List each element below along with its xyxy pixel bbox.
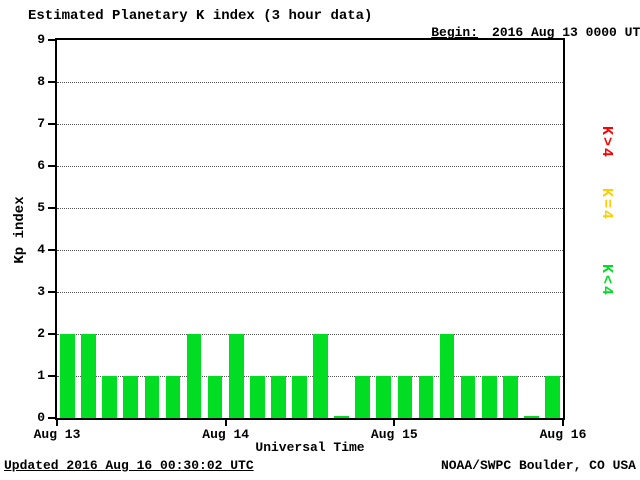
kp-bar [439, 334, 455, 418]
gridline [57, 124, 563, 125]
x-tick [562, 420, 564, 426]
legend-item-k-lt-4: K<4 [598, 264, 615, 298]
gridline [57, 166, 563, 167]
y-axis-title: Kp index [12, 196, 28, 264]
kp-bar [502, 376, 518, 418]
gridline [57, 292, 563, 293]
begin-label: Begin: [431, 25, 479, 40]
kp-bar [123, 376, 139, 418]
x-tick [393, 420, 396, 426]
kp-bar [355, 376, 371, 418]
kp-bar [228, 334, 244, 418]
y-tick [48, 123, 55, 125]
kp-bar [271, 376, 286, 418]
kp-bar [60, 334, 75, 418]
y-tick-label: 4 [37, 242, 45, 257]
y-tick [48, 333, 55, 335]
gridline [57, 334, 563, 335]
y-tick-label: 0 [37, 410, 45, 425]
y-tick-label: 8 [37, 74, 45, 89]
kp-bar [460, 376, 476, 418]
y-tick-label: 9 [37, 32, 45, 47]
kp-bar [186, 334, 202, 418]
gridline [57, 208, 563, 209]
x-axis-title: Universal Time [255, 440, 365, 455]
gridline [57, 376, 563, 377]
kp-bar [165, 376, 181, 418]
y-tick-label: 3 [37, 284, 45, 299]
kp-bar [144, 376, 160, 418]
kp-bar [334, 416, 349, 418]
y-tick [48, 39, 55, 41]
y-tick-label: 2 [37, 326, 45, 341]
x-tick-label: Aug 15 [370, 427, 418, 442]
begin-annotation: Begin: 2016 Aug 13 0000 UTC [400, 10, 640, 55]
y-tick [48, 249, 55, 251]
y-tick-label: 5 [37, 200, 45, 215]
kp-bar [292, 376, 307, 418]
kp-bar [313, 334, 328, 418]
x-tick-label: Aug 14 [202, 427, 250, 442]
kp-bar [102, 376, 118, 418]
legend-item-k-eq-4: K=4 [598, 188, 615, 222]
gridline [57, 250, 563, 251]
kp-bar [524, 416, 539, 418]
kp-bar [481, 376, 497, 418]
y-tick [48, 291, 55, 293]
kp-bar [81, 334, 96, 418]
kp-bar [376, 376, 392, 418]
y-tick-label: 6 [37, 158, 45, 173]
y-tick [48, 165, 55, 167]
y-tick [48, 207, 55, 209]
kp-bar [207, 376, 223, 418]
y-tick [48, 417, 55, 419]
y-tick-label: 1 [37, 368, 45, 383]
plot-area: 0 1 2 3 4 5 6 7 8 9 Aug 13 Aug 14 Aug 15 Aug 16 [34, 32, 587, 442]
x-tick [56, 420, 58, 426]
y-tick [48, 81, 55, 83]
kp-bar [418, 376, 434, 418]
kp-bar [397, 376, 413, 418]
attribution: NOAA/SWPC Boulder, CO USA [440, 458, 636, 473]
kp-bar [545, 376, 560, 418]
x-tick-label: Aug 16 [539, 427, 587, 442]
y-tick [48, 375, 55, 377]
x-tick [224, 420, 227, 426]
x-tick-label: Aug 13 [33, 427, 81, 442]
gridline [57, 82, 563, 83]
begin-value: 2016 Aug 13 0000 UTC [492, 25, 640, 40]
legend-item-k-gt-4: K>4 [598, 126, 615, 160]
y-tick-label: 7 [37, 116, 45, 131]
chart-title: Estimated Planetary K index (3 hour data… [28, 8, 373, 24]
kp-bar [249, 376, 265, 418]
legend: K>4 K=4 K<4 [592, 0, 640, 480]
updated-timestamp: Updated 2016 Aug 16 00:30:02 UTC [4, 458, 254, 473]
